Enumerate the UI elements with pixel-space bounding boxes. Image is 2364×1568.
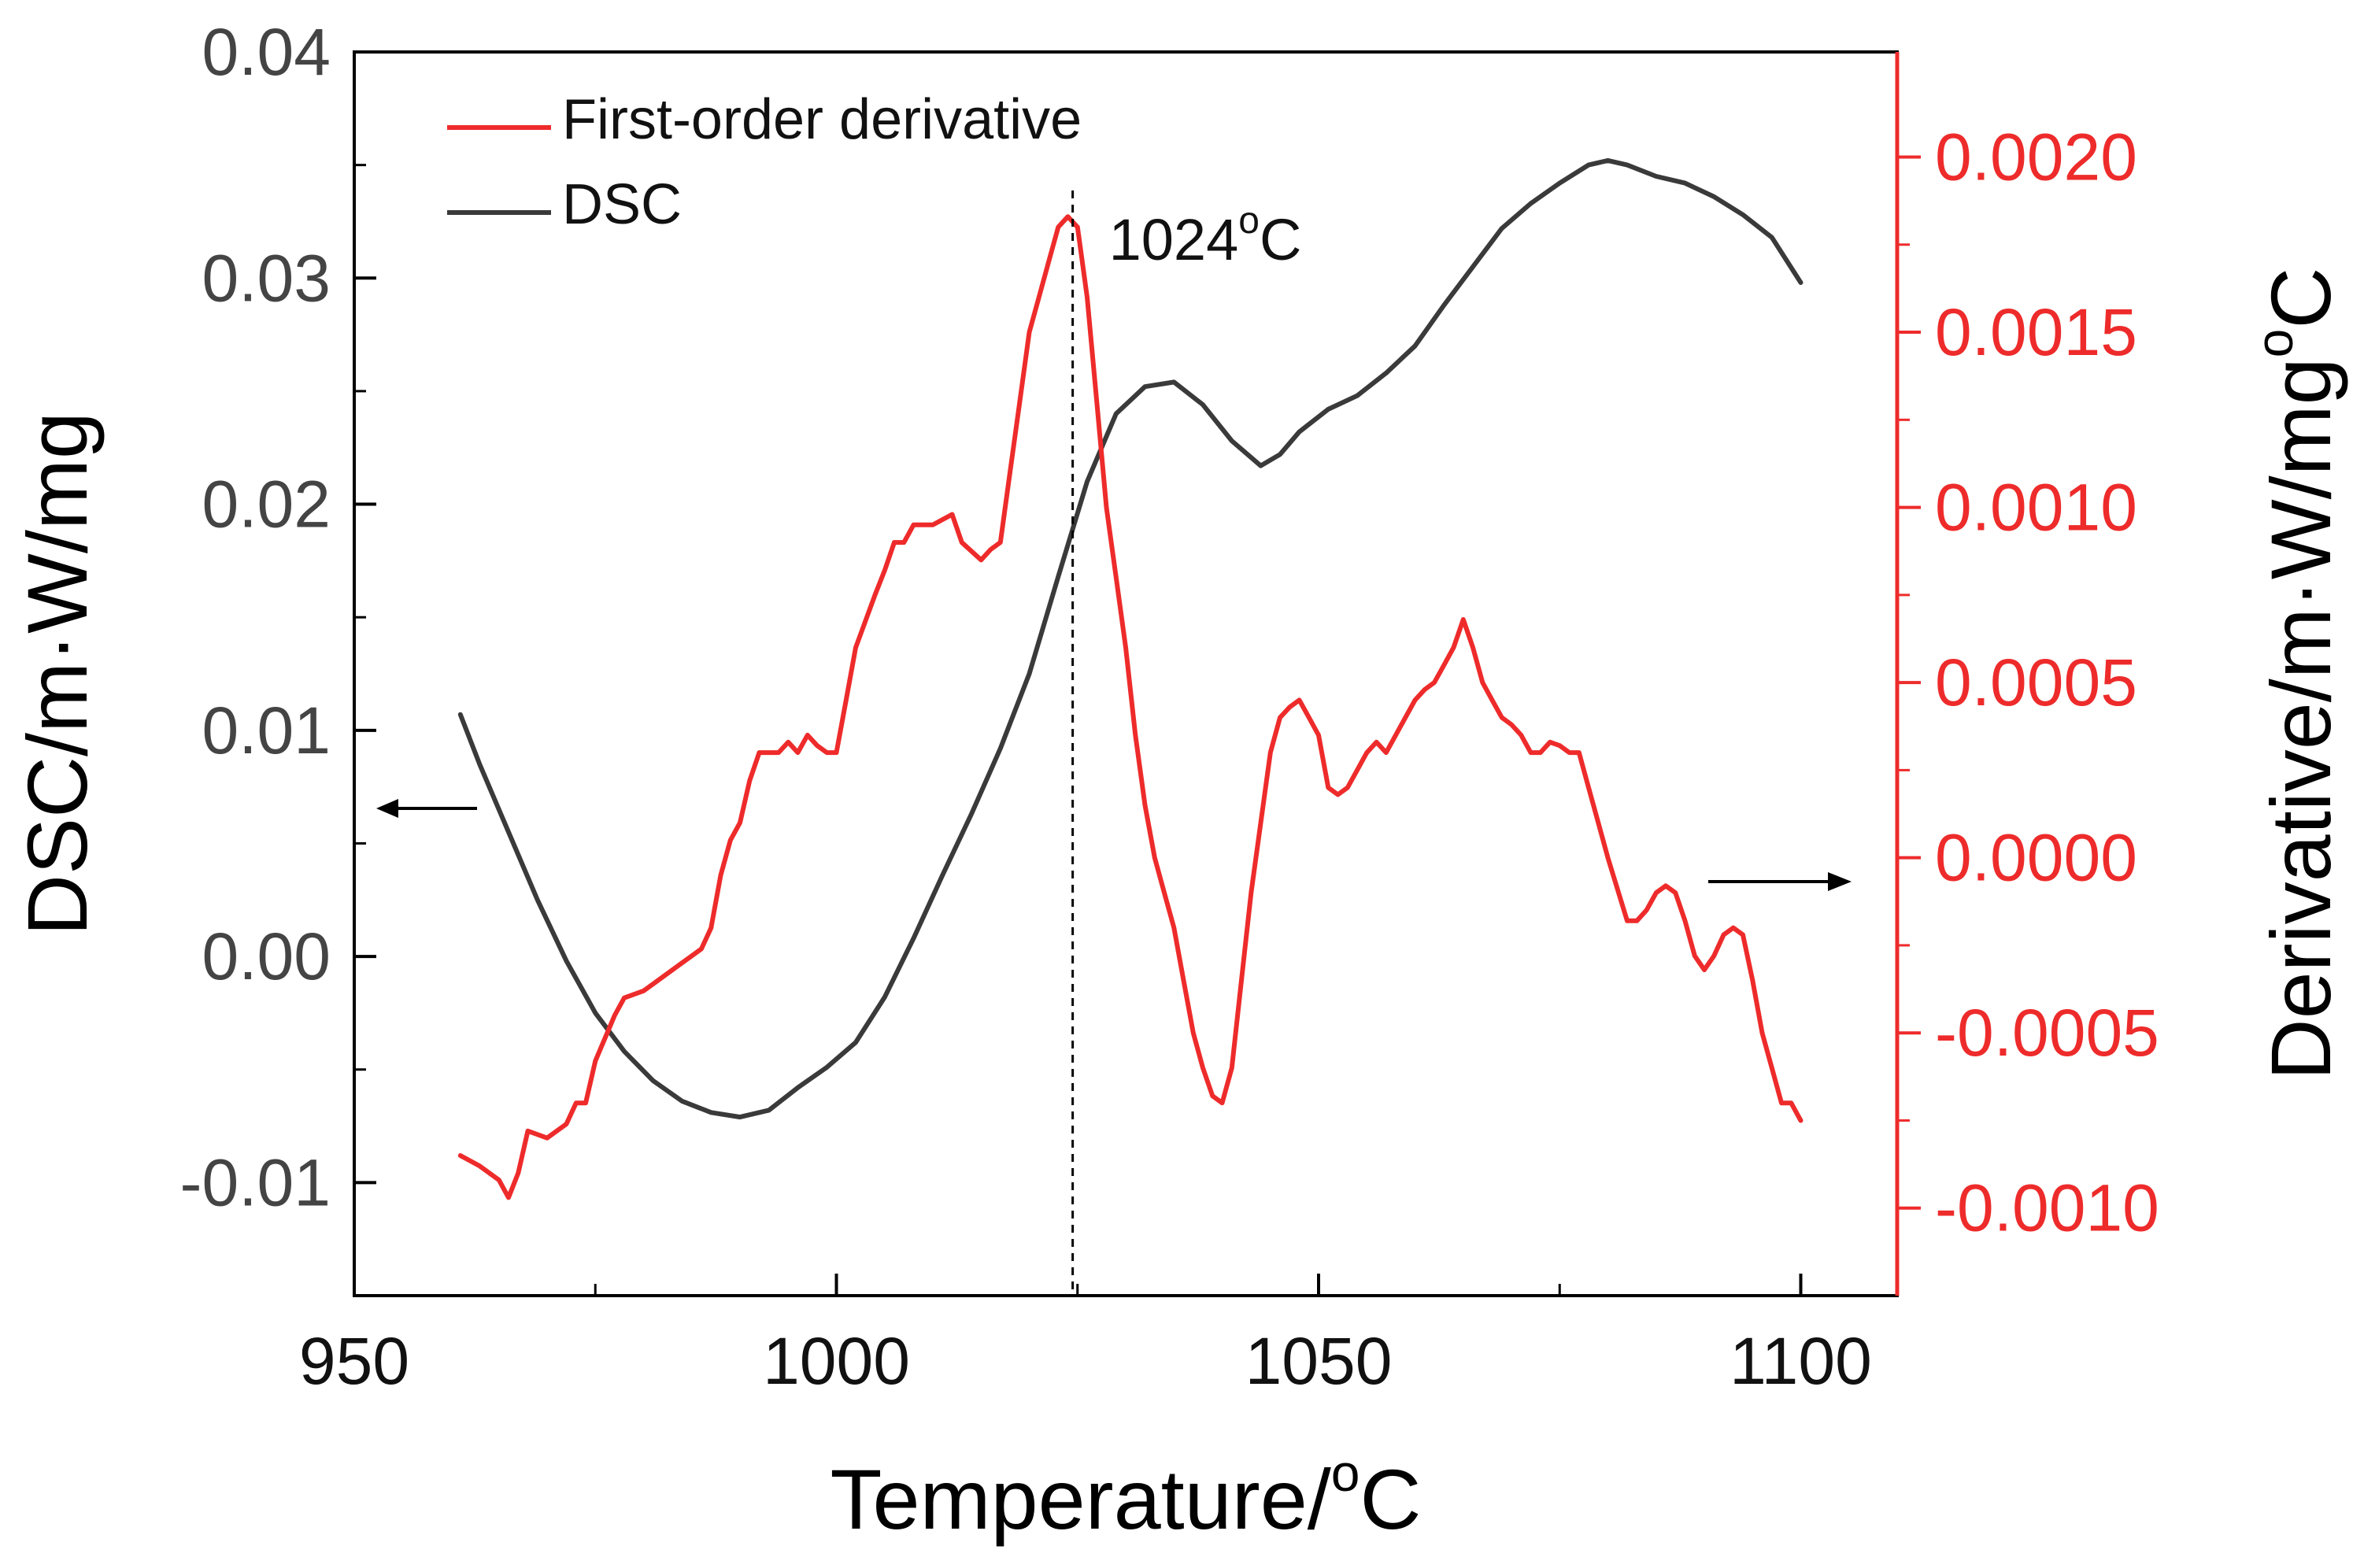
annotation-layer: 1024oC <box>1071 190 1302 1296</box>
right-y-axis-title-sup: o <box>2245 329 2303 358</box>
left-y-axis: -0.01 0.00 0.01 0.02 0.03 0.04 <box>180 15 376 1219</box>
x-axis-title: Temperature/oC <box>830 1444 1421 1547</box>
right-tick-label: 0.0005 <box>1935 645 2137 719</box>
right-tick-label: 0.0000 <box>1935 821 2137 895</box>
x-axis-title-unit: C <box>1360 1452 1422 1547</box>
x-tick-label: 950 <box>299 1324 409 1398</box>
x-axis-title-main: Temperature/ <box>830 1452 1330 1547</box>
left-tick-label: 0.02 <box>202 468 331 542</box>
x-tick-label: 1000 <box>763 1324 910 1398</box>
legend-label-dsc: DSC <box>562 173 682 236</box>
right-y-axis: -0.0010 -0.0005 0.0000 0.0005 0.0010 0.0015 0.… <box>1897 120 2159 1245</box>
dsc-series-line <box>457 157 1804 1120</box>
left-arrow-head-icon <box>376 799 398 818</box>
peak-label-value: 1024 <box>1109 207 1239 272</box>
left-tick-label: 0.00 <box>202 919 331 993</box>
right-tick-label: 0.0020 <box>1935 120 2137 194</box>
right-arrow-head-icon <box>1828 872 1852 891</box>
right-tick-label: 0.0015 <box>1935 295 2137 369</box>
right-y-axis-title-unit: C <box>2253 268 2348 329</box>
right-tick-label: 0.0010 <box>1935 471 2137 545</box>
left-tick-label: 0.04 <box>202 15 331 89</box>
derivative-series-line <box>457 214 1804 1200</box>
x-axis: 950 1000 1050 1100 <box>299 1274 1872 1398</box>
left-tick-label: -0.01 <box>180 1145 331 1219</box>
right-y-axis-title: Derivative/m·W/mgoC <box>2245 268 2348 1081</box>
left-y-axis-title: DSC/m·W/mg <box>9 412 105 936</box>
left-axis-arrow <box>376 799 477 818</box>
right-axis-arrow <box>1708 872 1852 891</box>
right-y-axis-title-main: Derivative/m·W/mg <box>2253 357 2348 1080</box>
peak-label: 1024oC <box>1109 200 1302 272</box>
x-tick-label: 1050 <box>1245 1324 1393 1398</box>
peak-label-sup: o <box>1238 200 1260 242</box>
left-tick-label: 0.01 <box>202 693 331 767</box>
right-tick-label: -0.0010 <box>1935 1171 2159 1245</box>
series-layer <box>457 157 1804 1200</box>
right-tick-label: -0.0005 <box>1935 996 2159 1070</box>
legend-label-derivative: First-order derivative <box>562 88 1082 151</box>
peak-label-unit: C <box>1260 207 1301 272</box>
x-axis-title-sup: o <box>1331 1444 1360 1502</box>
x-tick-label: 1100 <box>1730 1324 1872 1398</box>
legend: First-order derivative DSC <box>447 88 1082 236</box>
left-tick-label: 0.03 <box>202 241 331 315</box>
